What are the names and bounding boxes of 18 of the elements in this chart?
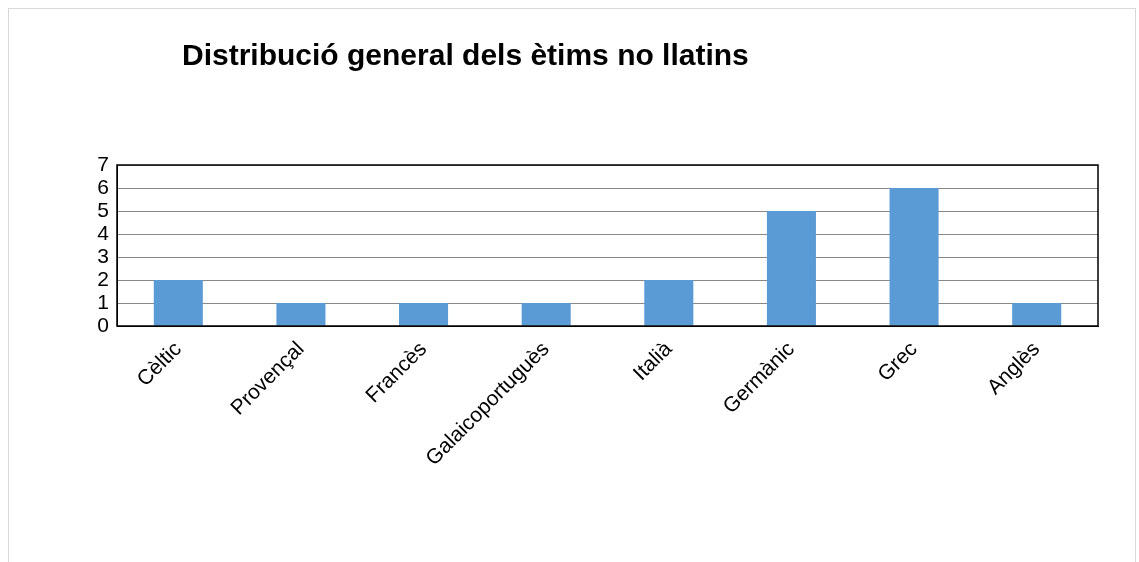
bar — [766, 211, 816, 326]
y-tick-label: 3 — [97, 243, 109, 267]
y-tick-label: 4 — [97, 220, 110, 244]
bar — [153, 280, 203, 326]
y-tick-label: 6 — [97, 174, 109, 198]
bar — [889, 188, 939, 326]
y-tick-label: 5 — [97, 197, 109, 221]
bar — [276, 303, 326, 326]
y-tick-label: 0 — [97, 312, 109, 336]
chart-title: Distribució general dels ètims no llatins — [182, 38, 749, 72]
y-tick-label: 2 — [97, 266, 109, 290]
y-tick-label: 7 — [97, 151, 109, 175]
bar — [1012, 303, 1062, 326]
bar — [521, 303, 571, 326]
y-tick-label: 1 — [97, 289, 109, 313]
x-tick-label: Grec — [872, 336, 921, 386]
bar — [399, 303, 449, 326]
bar — [644, 280, 694, 326]
